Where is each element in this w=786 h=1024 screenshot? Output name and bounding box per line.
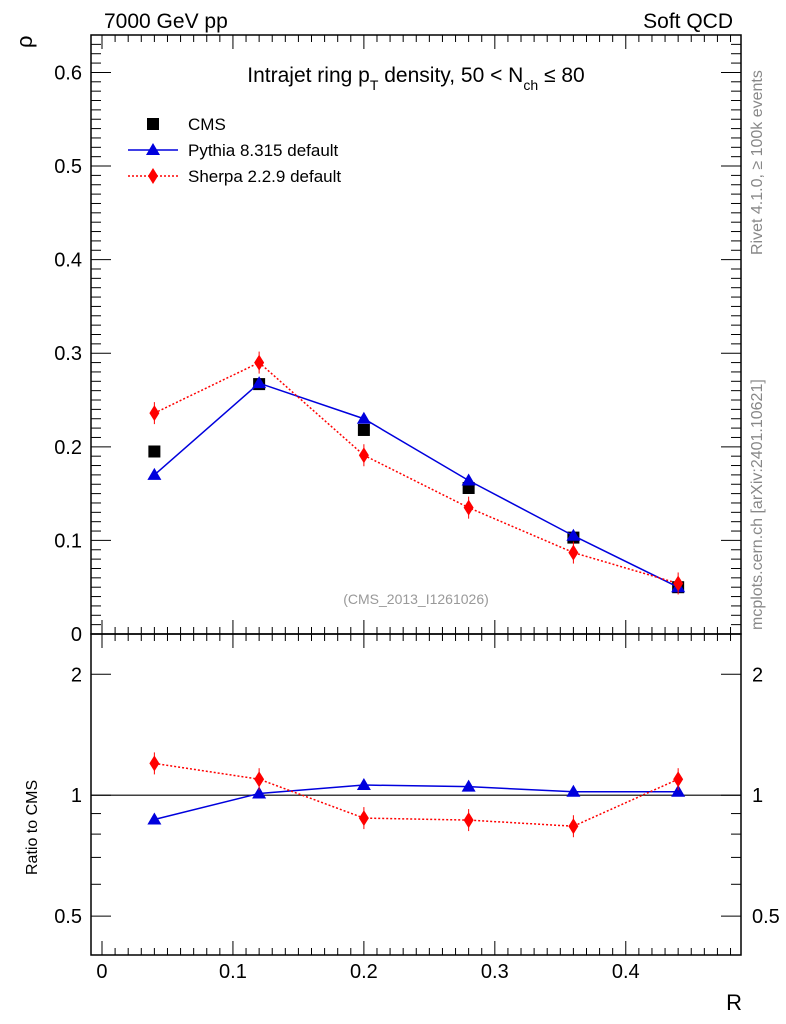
x-tick-label: 0.4 <box>612 961 640 983</box>
ratio-pythia-line <box>154 784 679 821</box>
sherpa-point <box>254 354 265 371</box>
ratio-pythia-point <box>566 784 581 797</box>
header-left: 7000 GeV pp <box>104 10 228 33</box>
header-right: Soft QCD <box>643 10 733 33</box>
x-tick-label: 0.1 <box>219 961 247 983</box>
y-tick-label: 0.4 <box>54 250 82 272</box>
mcplots-label: mcplots.cern.ch [arXiv:2401.10621] <box>749 379 766 630</box>
pythia-point <box>147 467 162 480</box>
ratio-sherpa-point <box>463 812 474 829</box>
ratio-sherpa-point <box>254 771 265 788</box>
ratio-y-axis-label: Ratio to CMS <box>24 780 41 875</box>
watermark: (CMS_2013_I1261026) <box>343 591 489 607</box>
x-tick-label: 0.2 <box>350 961 378 983</box>
rivet-label: Rivet 4.1.0, ≥ 100k events <box>749 70 766 255</box>
legend-marker <box>148 168 158 184</box>
ratio-sherpa-point <box>673 771 684 788</box>
x-tick-label: 0.3 <box>481 961 509 983</box>
legend-label: Sherpa 2.2.9 default <box>188 167 341 186</box>
ratio-y-tick-label-right: 2 <box>752 664 763 686</box>
y-tick-label: 0.2 <box>54 437 82 459</box>
ratio-pythia-point <box>671 784 686 797</box>
pythia-point <box>356 411 371 424</box>
y-tick-label: 0 <box>71 624 82 646</box>
ratio-y-tick-label: 2 <box>71 664 82 686</box>
ratio-pythia-point <box>147 812 162 825</box>
pythia-point <box>461 473 476 486</box>
ratio-sherpa-point <box>358 810 369 827</box>
y-tick-label: 0.6 <box>54 62 82 84</box>
x-axis-label: R <box>726 990 742 1015</box>
sherpa-line <box>154 361 679 585</box>
ratio-y-tick-label: 0.5 <box>54 906 82 928</box>
ratio-y-tick-label-right: 1 <box>752 785 763 807</box>
sherpa-point <box>149 405 160 422</box>
legend-label: Pythia 8.315 default <box>188 141 339 160</box>
ratio-pythia-point <box>461 779 476 792</box>
ratio-sherpa-line <box>154 762 679 827</box>
sherpa-point <box>463 499 474 516</box>
ratio-pythia-point <box>356 778 371 791</box>
sherpa-point <box>358 447 369 464</box>
ratio-pythia-point <box>252 786 267 799</box>
legend-label: CMS <box>188 115 226 134</box>
ratio-sherpa-point <box>149 755 160 772</box>
sherpa-point <box>673 575 684 592</box>
pythia-point <box>566 528 581 541</box>
y-tick-label: 0.1 <box>54 530 82 552</box>
y-tick-label: 0.5 <box>54 156 82 178</box>
ratio-y-tick-label: 1 <box>71 785 82 807</box>
ratio-y-tick-label-right: 0.5 <box>752 906 780 928</box>
title: Intrajet ring pT density, 50 < Nch ≤ 80 <box>247 64 584 93</box>
legend-marker <box>146 143 160 155</box>
x-tick-label: 0 <box>96 961 107 983</box>
pythia-line <box>153 382 679 588</box>
y-axis-label: ρ <box>12 35 37 48</box>
y-tick-label: 0.3 <box>54 343 82 365</box>
ratio-sherpa-point <box>568 818 579 835</box>
cms-point <box>148 445 161 458</box>
cms-point <box>357 423 370 436</box>
sherpa-point <box>568 544 579 561</box>
pythia-point <box>252 376 267 389</box>
legend-marker <box>147 118 159 130</box>
